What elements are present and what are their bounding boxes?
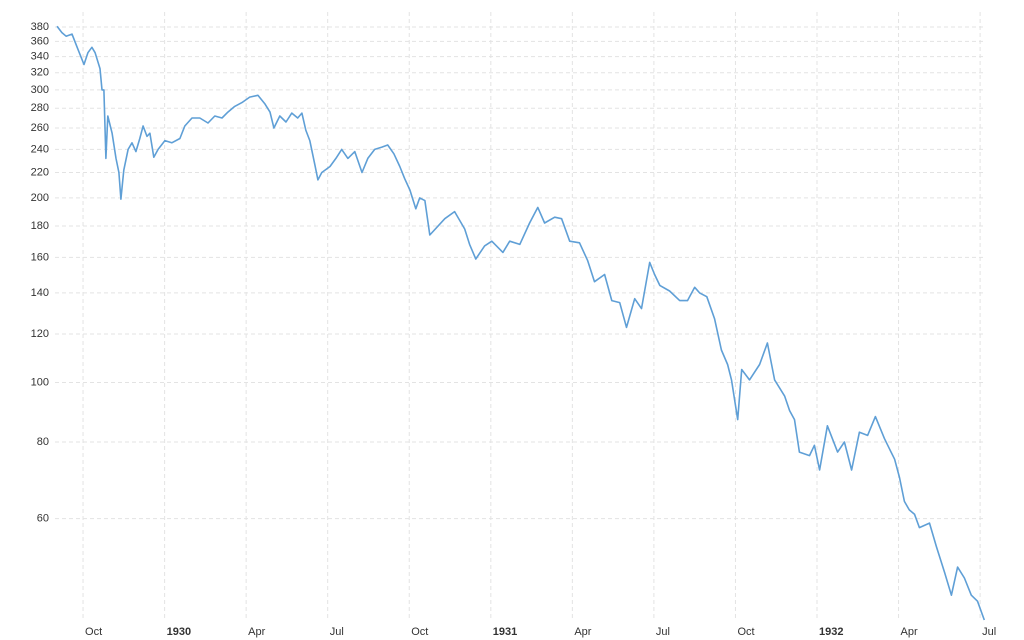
y-tick-label: 80 xyxy=(37,436,49,448)
y-tick-label: 160 xyxy=(31,251,49,263)
x-tick-label: Jul xyxy=(982,626,996,638)
y-tick-label: 200 xyxy=(31,192,49,204)
y-tick-label: 240 xyxy=(31,143,49,155)
x-tick-label: Apr xyxy=(248,626,265,638)
y-tick-label: 380 xyxy=(31,21,49,33)
x-tick-label: 1931 xyxy=(493,626,517,638)
y-tick-label: 360 xyxy=(31,35,49,47)
y-tick-label: 220 xyxy=(31,166,49,178)
y-tick-label: 120 xyxy=(31,328,49,340)
x-tick-label: Apr xyxy=(574,626,591,638)
x-tick-label: Oct xyxy=(411,626,428,638)
x-tick-label: Oct xyxy=(737,626,754,638)
x-tick-label: 1930 xyxy=(167,626,191,638)
x-tick-label: Jul xyxy=(656,626,670,638)
y-tick-label: 280 xyxy=(31,102,49,114)
x-tick-label: Jul xyxy=(330,626,344,638)
y-tick-label: 300 xyxy=(31,84,49,96)
y-tick-label: 260 xyxy=(31,122,49,134)
y-tick-label: 140 xyxy=(31,287,49,299)
y-tick-label: 320 xyxy=(31,67,49,79)
x-tick-label: 1932 xyxy=(819,626,843,638)
y-tick-label: 340 xyxy=(31,50,49,62)
y-tick-label: 100 xyxy=(31,376,49,388)
x-tick-label: Oct xyxy=(85,626,102,638)
x-tick-label: Apr xyxy=(901,626,918,638)
y-tick-label: 180 xyxy=(31,220,49,232)
y-tick-label: 60 xyxy=(37,512,49,524)
data-line xyxy=(56,25,986,621)
